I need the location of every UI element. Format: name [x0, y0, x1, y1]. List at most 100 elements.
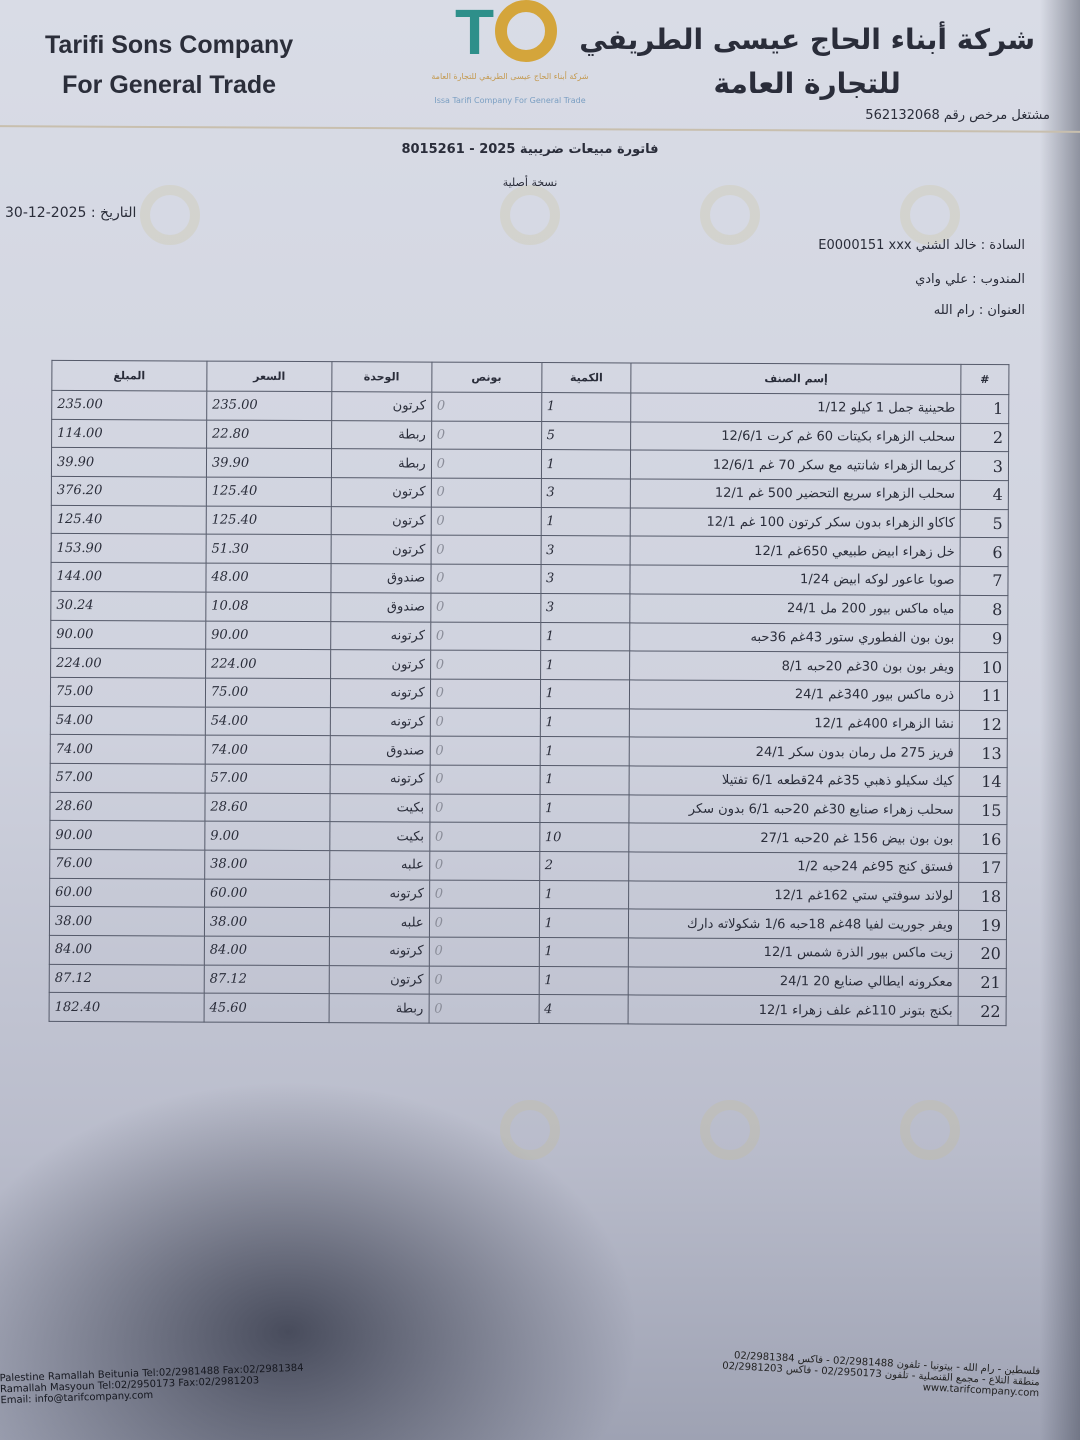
line-amount: 182.40 — [49, 992, 205, 1023]
unit-price: 74.00 — [205, 735, 331, 765]
unit-price: 9.00 — [204, 821, 330, 851]
line-amount: 39.90 — [51, 447, 207, 478]
date-label: التاريخ : — [90, 205, 137, 221]
quantity: 3 — [540, 564, 631, 594]
line-amount: 153.90 — [51, 533, 207, 564]
sales-rep: المندوب : علي وادي — [915, 272, 1025, 287]
bonus: 0 — [430, 678, 541, 709]
item-name: ويفر بون بون 30غم 20حبه 8/1 — [630, 651, 960, 682]
unit-price: 28.60 — [204, 792, 330, 822]
row-index: 6 — [960, 537, 1009, 567]
unit: ربطة — [331, 449, 432, 479]
row-index: 4 — [960, 480, 1009, 510]
unit-price: 10.08 — [205, 591, 331, 622]
bonus: 0 — [430, 478, 541, 508]
invoice-copy-label: نسخة أصلية — [502, 176, 558, 189]
row-index: 7 — [959, 566, 1009, 596]
bonus: 0 — [430, 621, 541, 651]
quantity: 1 — [539, 736, 630, 766]
bonus: 0 — [430, 535, 541, 565]
item-name: كاكاو الزهراء بدون سكر كرتون 100 غم 12/1 — [630, 507, 961, 538]
line-amount: 57.00 — [50, 763, 206, 793]
unit-price: 22.80 — [206, 419, 332, 450]
watermark-logo — [700, 1100, 760, 1160]
item-name: ويفر جوريت لفيا 48غم 18حبه 1/6 شكولاته د… — [628, 909, 959, 940]
bonus: 0 — [428, 937, 539, 967]
table-row: 22 بكنج بتونر 110غم علف زهراء 12/1 4 0 ربطة 4… — [49, 992, 1007, 1026]
table-row: 14 كيك سكيلو ذهبي 35غم 24قطعه 6/1 تفتيلا 1… — [50, 763, 1008, 797]
table-row: 2 سحلب الزهراء بكيتات 60 غم كرت 12/6/1 5 0 ر… — [51, 419, 1009, 452]
col-header-qty: الكمية — [541, 362, 632, 393]
quantity: 1 — [540, 507, 631, 537]
line-amount: 74.00 — [50, 734, 206, 765]
col-header-item: إسم الصنف — [631, 362, 961, 395]
unit: ربطة — [331, 420, 432, 450]
table-row: 8 مياه ماكس بيور 200 مل 24/1 3 0 صندوق 10.08 3… — [50, 591, 1008, 625]
table-row: 7 صوبا عاعور لوكه ابيض 1/24 3 0 صندوق 48.00 14… — [50, 562, 1009, 596]
photo-edge — [1040, 0, 1080, 1440]
line-amount: 54.00 — [50, 705, 206, 736]
table-row: 4 سحلب الزهراء سريع التحضير 500 غم 12/1 3 0… — [51, 476, 1009, 510]
item-name: سحلب زهراء صنايع 30غم 20حبه 6/1 بدون سكر — [629, 794, 960, 825]
table-row: 20 زيت ماكس بيور الذرة شمس 12/1 1 0 كرتونه 84… — [49, 935, 1007, 969]
line-amount: 376.20 — [51, 476, 207, 506]
row-index: 8 — [959, 595, 1008, 625]
table-row: 16 بون بون بيض 156 غم 20حبه 27/1 10 0 بكيت 9.… — [49, 820, 1007, 854]
row-index: 13 — [959, 738, 1008, 768]
unit: صندوق — [330, 592, 431, 622]
unit-price: 87.12 — [204, 964, 330, 995]
bonus: 0 — [431, 449, 542, 479]
bonus: 0 — [429, 908, 540, 938]
unit: بكيت — [329, 821, 430, 852]
unit-price: 84.00 — [204, 936, 330, 966]
item-name: زيت ماكس بيور الذرة شمس 12/1 — [628, 938, 959, 969]
unit: كرتون — [328, 965, 429, 995]
unit-price: 39.90 — [206, 448, 332, 478]
quantity: 1 — [540, 622, 631, 652]
quantity: 3 — [540, 535, 631, 566]
unit: كرتون — [330, 649, 431, 679]
unit-price: 51.30 — [205, 534, 331, 564]
unit: علبه — [329, 850, 430, 880]
header-divider — [0, 125, 1080, 133]
unit: صندوق — [329, 735, 430, 766]
line-amount: 75.00 — [50, 677, 206, 707]
row-index: 16 — [958, 824, 1007, 854]
company-name-ar: شركة أبناء الحاج عيسى الطريفي للتجارة ال… — [579, 18, 1035, 106]
table-row: 21 معكرونه ايطالي صنايع 20 24/1 1 0 كرتون 87.… — [49, 964, 1007, 998]
unit-price: 125.40 — [206, 505, 332, 536]
line-amount: 38.00 — [49, 906, 205, 937]
bonus: 0 — [430, 564, 541, 594]
col-header-price: السعر — [206, 361, 332, 392]
table-row: 11 ذره ماكس بيور 340غم 24/1 1 0 كرتونه 75.00 7… — [50, 677, 1008, 711]
col-header-bonus: بونص — [431, 362, 542, 393]
row-index: 1 — [960, 394, 1009, 424]
line-amount: 90.00 — [50, 619, 206, 650]
watermark-logo — [500, 185, 560, 245]
unit-price: 224.00 — [205, 649, 331, 679]
line-amount: 114.00 — [51, 419, 207, 449]
company-name-en-line1: Tarifi Sons Company — [45, 31, 294, 59]
company-logo: T — [455, 0, 565, 70]
item-name: نشا الزهراء 400غم 12/1 — [629, 708, 960, 739]
unit-price: 54.00 — [205, 706, 331, 736]
unit-price: 38.00 — [204, 907, 330, 937]
table-row: 1 طحينية جمل 1 كيلو 1/12 1 0 كرتون 235.00 235.… — [51, 390, 1009, 424]
bonus: 0 — [429, 736, 540, 766]
quantity: 1 — [540, 449, 632, 480]
bonus: 0 — [431, 392, 542, 422]
bonus: 0 — [430, 592, 541, 623]
item-name: صوبا عاعور لوكه ابيض 1/24 — [630, 565, 961, 596]
unit: بكيت — [329, 793, 430, 823]
item-name: طحينية جمل 1 كيلو 1/12 — [631, 392, 961, 424]
customer-value: خالد الشني E0000151 xxx — [818, 238, 977, 253]
item-name: سحلب الزهراء بكيتات 60 غم كرت 12/6/1 — [631, 421, 961, 452]
line-amount: 235.00 — [51, 390, 207, 420]
watermark-logo — [140, 185, 200, 245]
bonus: 0 — [429, 793, 540, 823]
quantity: 3 — [540, 478, 631, 508]
unit: كرتون — [330, 506, 431, 536]
table-header-row: # إسم الصنف الكمية بونص الوحدة السعر الم… — [51, 360, 1009, 395]
invoice-date: التاريخ : 2025-12-30 — [5, 205, 136, 221]
item-name: فستق كنج 95غم 24حبه 1/2 — [629, 851, 959, 883]
